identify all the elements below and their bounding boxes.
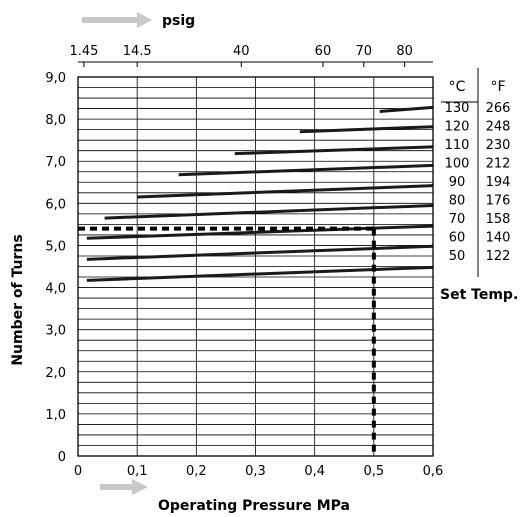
top-tick-label: 60 — [315, 44, 332, 59]
legend-celsius: 50 — [449, 249, 466, 264]
legend-fahrenheit: 158 — [486, 212, 511, 227]
legend: °C °F 130 266 120 248 110 230 100 212 90 194 80 176 70… — [441, 68, 510, 277]
y-tick-label: 4,0 — [45, 282, 66, 297]
x-tick-label: 0 — [74, 464, 82, 479]
legend-fahrenheit: 212 — [486, 157, 511, 172]
top-arrow-icon — [82, 12, 152, 28]
top-tick-label: 80 — [396, 44, 413, 59]
y-tick-label: 3,0 — [45, 324, 66, 339]
series-line-100 — [178, 163, 434, 177]
series-line-80 — [104, 203, 434, 220]
legend-celsius: 90 — [449, 175, 466, 190]
x-tick-label: 0,2 — [186, 464, 207, 479]
series-line-90 — [137, 184, 434, 199]
y-tick-label: 5,0 — [45, 239, 66, 254]
top-tick-label: 1.45 — [69, 44, 98, 59]
legend-celsius: 130 — [445, 101, 470, 116]
y-tick-label: 7,0 — [45, 155, 66, 170]
x-tick-label: 0,3 — [245, 464, 266, 479]
legend-col-c-header: °C — [449, 79, 466, 95]
legend-fahrenheit: 194 — [486, 175, 511, 190]
y-tick-label: 1,0 — [45, 408, 66, 423]
x-tick-label: 0,5 — [363, 464, 384, 479]
top-axis-label: psig — [162, 13, 195, 29]
series-line-130 — [379, 105, 434, 114]
legend-celsius: 60 — [449, 231, 466, 246]
legend-col-f-header: °F — [490, 79, 505, 95]
legend-fahrenheit: 266 — [486, 101, 511, 116]
series-line-70 — [86, 224, 434, 240]
legend-celsius: 110 — [445, 138, 470, 153]
plot-border — [77, 76, 434, 457]
legend-fahrenheit: 248 — [486, 120, 511, 135]
legend-celsius: 80 — [449, 194, 466, 209]
legend-fahrenheit: 140 — [486, 231, 511, 246]
axes: 0 0,1 0,2 0,3 0,4 0,5 0,6 0 1,0 2,0 3,0 4,0 5,0 6,0 7,… — [45, 44, 443, 479]
plot-frame — [77, 76, 434, 457]
y-tick-label: 6,0 — [45, 197, 66, 212]
legend-celsius: 120 — [445, 120, 470, 135]
series-line-120 — [299, 125, 434, 134]
x-tick-label: 0,6 — [423, 464, 444, 479]
x-axis-label: Operating Pressure MPa — [158, 498, 350, 514]
y-tick-label: 9,0 — [45, 71, 66, 86]
series-line-50 — [86, 265, 434, 282]
legend-fahrenheit: 230 — [486, 138, 511, 153]
legend-celsius: 100 — [445, 157, 470, 172]
y-tick-label: 0 — [58, 450, 66, 465]
y-tick-label: 8,0 — [45, 113, 66, 128]
y-axis-label: Number of Turns — [10, 234, 26, 365]
x-tick-label: 0,1 — [127, 464, 148, 479]
series-line-110 — [234, 145, 434, 156]
grid — [77, 76, 434, 457]
series-line-60 — [86, 244, 434, 261]
legend-fahrenheit: 122 — [486, 249, 511, 264]
legend-fahrenheit: 176 — [486, 194, 511, 209]
bottom-arrow-icon — [100, 479, 148, 495]
example-reading — [78, 226, 376, 456]
top-tick-label: 70 — [356, 44, 373, 59]
series-lines — [86, 105, 434, 282]
y-tick-label: 2,0 — [45, 366, 66, 381]
x-tick-label: 0,4 — [304, 464, 325, 479]
legend-celsius: 70 — [449, 212, 466, 227]
legend-title: Set Temp. — [440, 287, 518, 303]
top-tick-label: 14.5 — [123, 44, 152, 59]
top-tick-label: 40 — [233, 44, 250, 59]
